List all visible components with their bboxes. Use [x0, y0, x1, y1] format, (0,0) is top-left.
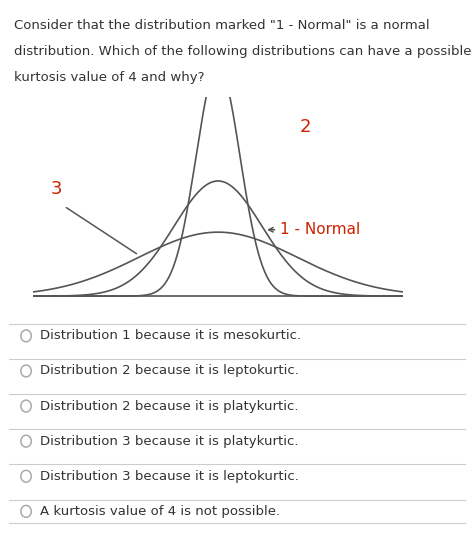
Text: Distribution 3 because it is platykurtic.: Distribution 3 because it is platykurtic…	[40, 435, 299, 448]
Text: kurtosis value of 4 and why?: kurtosis value of 4 and why?	[14, 71, 205, 84]
Text: Distribution 1 because it is mesokurtic.: Distribution 1 because it is mesokurtic.	[40, 329, 301, 342]
Text: Distribution 3 because it is leptokurtic.: Distribution 3 because it is leptokurtic…	[40, 470, 299, 483]
Text: Distribution 2 because it is platykurtic.: Distribution 2 because it is platykurtic…	[40, 400, 299, 413]
Text: 3: 3	[51, 180, 62, 198]
Text: Consider that the distribution marked "1 - Normal" is a normal: Consider that the distribution marked "1…	[14, 19, 430, 32]
Text: 1 - Normal: 1 - Normal	[280, 222, 360, 237]
Text: distribution. Which of the following distributions can have a possible: distribution. Which of the following dis…	[14, 45, 472, 58]
Text: Distribution 2 because it is leptokurtic.: Distribution 2 because it is leptokurtic…	[40, 364, 299, 377]
Text: A kurtosis value of 4 is not possible.: A kurtosis value of 4 is not possible.	[40, 505, 281, 518]
Text: 2: 2	[300, 118, 311, 136]
